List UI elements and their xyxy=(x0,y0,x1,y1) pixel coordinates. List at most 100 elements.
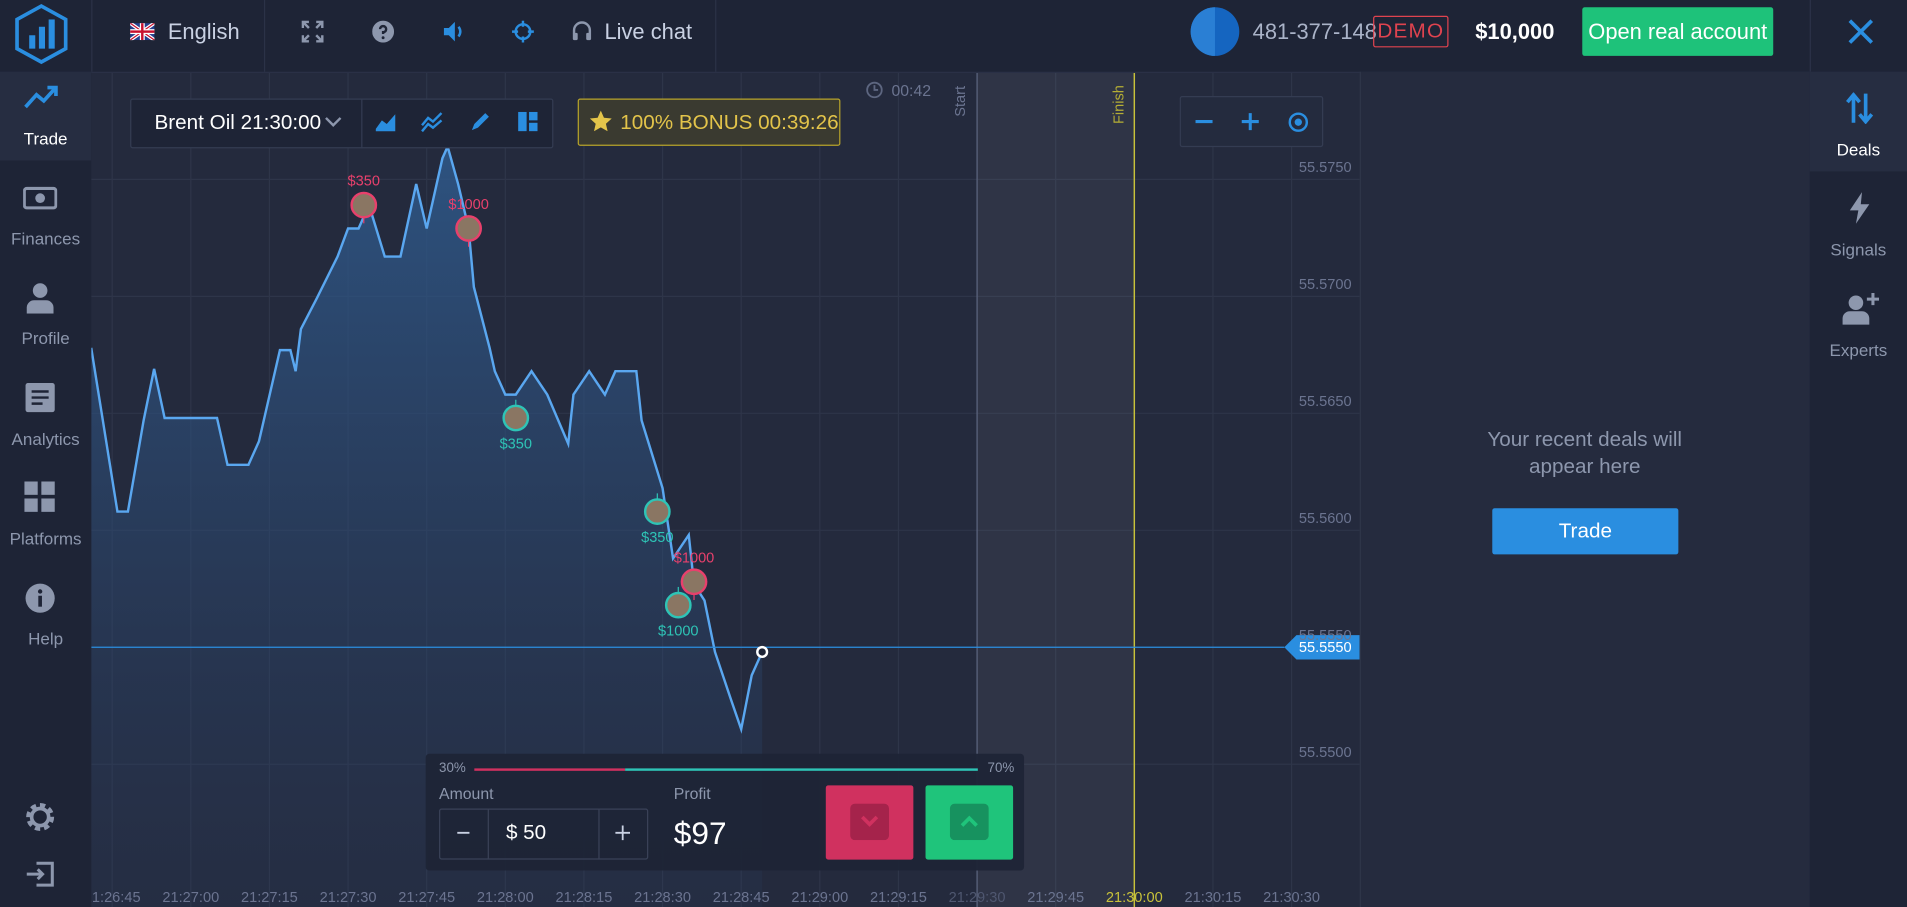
amount-label: Amount xyxy=(439,784,494,803)
logout-icon[interactable] xyxy=(26,861,55,888)
active-item-bg xyxy=(0,71,92,161)
y-tick-label: 55.5550 xyxy=(1299,628,1352,644)
avatar[interactable] xyxy=(1189,6,1240,57)
separator xyxy=(715,0,717,72)
help-icon[interactable] xyxy=(24,582,56,614)
sidebar-item[interactable]: Help xyxy=(28,628,64,649)
x-tick-label: 21:27:45 xyxy=(398,890,455,906)
separator xyxy=(1809,0,1811,72)
layout-icon[interactable] xyxy=(518,111,538,132)
trade-amount: $1000 xyxy=(448,197,489,213)
trade-panel xyxy=(425,753,1025,871)
start-label: Start xyxy=(953,86,969,117)
trade-avatar xyxy=(350,191,378,219)
trade-amount: $350 xyxy=(348,174,380,190)
x-tick-label: 21:29:15 xyxy=(870,890,927,906)
sidebar-item[interactable]: Analytics xyxy=(11,429,80,449)
x-tick-label: 21:28:00 xyxy=(477,890,534,906)
bonus-text: 100% BONUS 00:39:26 xyxy=(620,110,839,134)
account-mode[interactable]: DEMO xyxy=(1373,15,1449,48)
trade-avatar xyxy=(455,215,482,242)
amount-input[interactable]: $ 50 xyxy=(505,820,547,844)
x-tick-label: 21:28:30 xyxy=(634,890,691,906)
nav-item[interactable]: Signals xyxy=(1830,239,1887,259)
deals-panel xyxy=(1359,71,1811,907)
active-item-bg xyxy=(1809,71,1907,172)
sidebar-item[interactable]: Platforms xyxy=(9,528,82,549)
fullscreen-icon[interactable] xyxy=(301,20,324,43)
down-percent: 30% xyxy=(439,761,466,776)
zoom-in-icon[interactable] xyxy=(1241,112,1260,131)
amount-increase[interactable] xyxy=(614,824,631,841)
bonus-banner[interactable] xyxy=(577,98,841,146)
logo[interactable] xyxy=(10,2,73,65)
x-tick-label: 21:30:00 xyxy=(1106,890,1163,906)
trade-amount: $350 xyxy=(500,436,532,452)
sound-icon[interactable] xyxy=(443,21,467,43)
sidebar-item[interactable]: Finances xyxy=(11,228,81,249)
amount-decrease[interactable] xyxy=(455,824,472,841)
indicators-icon[interactable] xyxy=(421,111,443,133)
close-icon[interactable] xyxy=(1847,18,1874,45)
trade-amount: $350 xyxy=(641,530,673,546)
chart-toolbar xyxy=(130,98,554,149)
sidebar-item[interactable]: Profile xyxy=(21,328,70,348)
nav-item[interactable]: Experts xyxy=(1829,340,1888,360)
analytics-icon[interactable] xyxy=(24,382,56,414)
zoom-out-icon[interactable] xyxy=(1194,112,1213,131)
drawing-icon[interactable] xyxy=(469,111,491,133)
help-icon[interactable] xyxy=(372,20,395,43)
clock-icon xyxy=(866,81,883,99)
account-id[interactable]: 481-377-148 xyxy=(1252,19,1377,44)
chevron-icon[interactable] xyxy=(325,116,342,128)
price-line xyxy=(91,143,764,734)
trade-avatar xyxy=(680,568,708,596)
y-tick-label: 55.5600 xyxy=(1299,511,1352,527)
profile-icon[interactable] xyxy=(26,282,55,314)
recenter-icon[interactable] xyxy=(1288,112,1309,133)
x-tick-label: 21:29:00 xyxy=(791,890,848,906)
sentiment-up xyxy=(625,768,978,771)
empty-deals-message: Your recent deals will appear here xyxy=(1487,427,1683,478)
x-tick-label: 21:30:30 xyxy=(1263,890,1320,906)
target-icon[interactable] xyxy=(512,20,534,43)
trade-avatar xyxy=(643,498,671,525)
deals-icon[interactable] xyxy=(1845,92,1874,125)
live-chat[interactable]: Live chat xyxy=(604,19,693,44)
signals-icon[interactable] xyxy=(1847,192,1871,224)
flag-icon[interactable] xyxy=(130,23,155,41)
down-arrow-icon xyxy=(850,803,890,841)
platforms-icon[interactable] xyxy=(24,481,56,513)
language[interactable]: English xyxy=(167,19,240,44)
finish-label: Finish xyxy=(1111,85,1127,124)
price-area xyxy=(91,146,763,907)
trade-icon[interactable] xyxy=(23,83,59,112)
chart-type-icon[interactable] xyxy=(375,111,397,133)
current-price-label: 55.5550 xyxy=(1299,640,1352,656)
x-tick-label: 21:27:15 xyxy=(241,890,298,906)
y-tick-label: 55.5500 xyxy=(1299,745,1352,761)
x-tick-label: 21:29:45 xyxy=(1027,890,1084,906)
y-tick-label: 55.5700 xyxy=(1299,277,1352,293)
nav-item[interactable]: Deals xyxy=(1836,139,1881,160)
trade-avatar xyxy=(664,591,692,619)
experts-icon[interactable] xyxy=(1842,292,1880,326)
x-tick-label: 21:26:45 xyxy=(84,890,141,906)
x-tick-label: 21:28:45 xyxy=(713,890,770,906)
y-tick-label: 55.5750 xyxy=(1299,160,1352,176)
balance[interactable]: $10,000 xyxy=(1475,19,1555,44)
asset-selector[interactable]: Brent Oil 21:30:00 xyxy=(154,110,322,134)
up-percent: 70% xyxy=(987,761,1015,776)
settings-icon[interactable] xyxy=(24,801,56,833)
separator xyxy=(91,0,93,72)
open-real-account-button[interactable]: Open real account xyxy=(1582,7,1774,56)
trade-button[interactable]: Trade xyxy=(1492,508,1679,555)
sentiment-bar xyxy=(474,768,978,771)
finances-icon[interactable] xyxy=(23,186,58,210)
x-tick-label: 21:27:30 xyxy=(320,890,377,906)
amount-input-box xyxy=(439,808,649,860)
current-price-tag xyxy=(1284,635,1360,660)
headset-icon[interactable] xyxy=(572,21,593,43)
sidebar-item[interactable]: Trade xyxy=(23,128,68,149)
